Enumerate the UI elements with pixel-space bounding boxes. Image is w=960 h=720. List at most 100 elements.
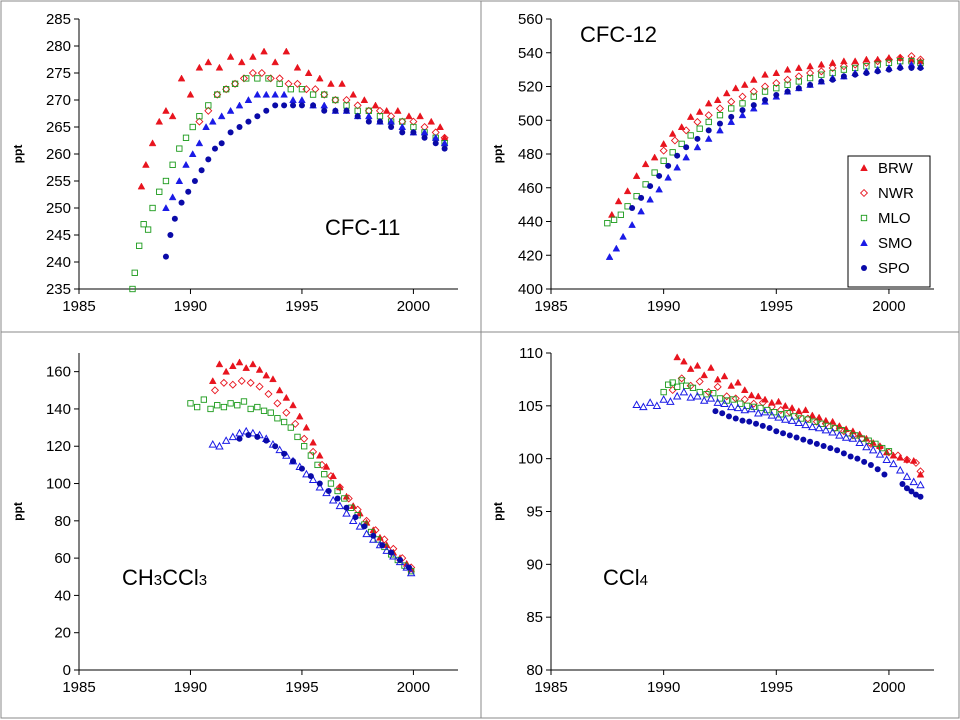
data-point	[651, 154, 658, 160]
data-point	[767, 425, 773, 431]
data-point	[708, 364, 715, 370]
x-tick-label: 1995	[760, 679, 793, 696]
data-point	[748, 392, 755, 398]
data-point	[322, 472, 327, 477]
data-point	[807, 82, 813, 88]
data-point	[674, 393, 681, 399]
data-point	[229, 434, 236, 440]
data-point	[261, 48, 268, 54]
data-point	[877, 451, 884, 457]
chart-title-part: 3	[199, 572, 207, 589]
data-point	[795, 408, 802, 414]
data-point	[406, 564, 412, 570]
data-point	[406, 113, 413, 119]
data-point	[321, 102, 328, 108]
data-point	[795, 419, 802, 425]
data-point	[185, 189, 191, 195]
data-point	[753, 421, 759, 427]
data-point	[714, 399, 721, 405]
data-point	[647, 399, 654, 405]
data-point	[361, 523, 367, 529]
data-point	[255, 404, 260, 409]
data-point	[854, 456, 860, 462]
data-point	[169, 113, 176, 119]
data-point	[830, 77, 836, 83]
data-point	[218, 113, 225, 119]
data-point	[170, 162, 175, 167]
data-point	[728, 382, 735, 388]
data-point	[163, 107, 170, 113]
data-point	[638, 195, 644, 201]
data-point	[212, 387, 219, 394]
y-tick-label: 100	[518, 451, 543, 468]
data-point	[723, 90, 730, 96]
data-point	[789, 417, 796, 423]
data-point	[714, 376, 721, 382]
data-point	[672, 137, 679, 144]
data-point	[254, 434, 260, 440]
legend-label: MLO	[878, 210, 911, 227]
data-point	[670, 150, 675, 155]
data-point	[328, 481, 333, 486]
chart-title: CFC-12	[580, 22, 657, 47]
data-point	[163, 178, 168, 183]
y-tick-label: 80	[54, 513, 71, 530]
data-point	[669, 130, 676, 136]
data-point	[290, 458, 296, 464]
data-point	[187, 91, 194, 97]
data-point	[746, 419, 752, 425]
data-point	[874, 56, 881, 62]
data-point	[733, 416, 739, 422]
data-point	[775, 398, 782, 404]
chart-title-part: 4	[640, 572, 648, 589]
y-tick-label: 460	[518, 180, 543, 197]
data-point	[638, 208, 645, 214]
data-point	[292, 420, 299, 427]
y-tick-label: 85	[526, 609, 543, 626]
data-point	[221, 404, 226, 409]
data-point	[255, 76, 260, 81]
y-tick-label: 235	[46, 281, 71, 298]
data-point	[177, 146, 182, 151]
data-point	[729, 106, 734, 111]
data-point	[782, 402, 789, 408]
data-point	[344, 108, 350, 114]
data-point	[194, 404, 199, 409]
y-tick-label: 285	[46, 11, 71, 28]
data-point	[674, 153, 680, 159]
data-point	[332, 108, 338, 114]
data-point	[917, 482, 924, 488]
data-point	[656, 173, 662, 179]
data-point	[243, 365, 250, 371]
data-point	[355, 113, 361, 119]
data-point	[145, 227, 150, 232]
data-point	[238, 59, 245, 65]
y-axis-label: ppt	[11, 502, 25, 521]
data-point	[789, 405, 796, 411]
data-point	[328, 80, 335, 86]
data-point	[283, 409, 290, 416]
data-point	[245, 432, 251, 438]
data-point	[433, 140, 439, 146]
data-point	[751, 102, 757, 108]
data-point	[910, 479, 917, 485]
data-point	[299, 466, 305, 472]
data-point	[336, 503, 343, 509]
data-point	[254, 91, 261, 97]
data-point	[263, 108, 269, 114]
data-point	[681, 389, 688, 395]
data-point	[701, 372, 708, 378]
data-point	[868, 462, 874, 468]
data-point	[904, 456, 911, 462]
data-point	[310, 439, 317, 445]
data-point	[290, 402, 297, 408]
data-point	[268, 410, 273, 415]
data-point	[653, 402, 660, 408]
data-point	[196, 140, 203, 146]
data-point	[665, 163, 671, 169]
data-point	[694, 144, 701, 150]
data-point	[683, 383, 688, 388]
x-tick-label: 1995	[285, 298, 318, 315]
y-tick-label: 480	[518, 146, 543, 163]
data-point	[363, 530, 370, 536]
